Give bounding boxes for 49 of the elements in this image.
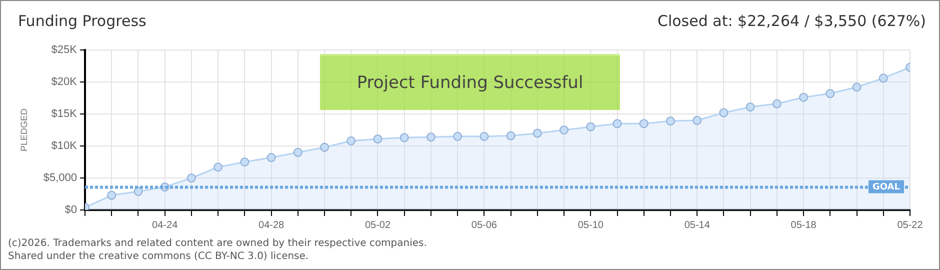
x-tick-label: 05-22 (897, 220, 924, 231)
point (852, 82, 862, 92)
point (480, 132, 489, 141)
y-tick-label: $15K (51, 108, 78, 120)
point (586, 122, 596, 132)
y-tick-label: $25K (51, 44, 78, 56)
point (826, 89, 835, 98)
point (692, 116, 702, 125)
point (453, 132, 462, 141)
point (746, 102, 755, 112)
y-tick-label: $0 (64, 204, 77, 216)
point (799, 92, 808, 102)
text: Closed at: $22,264 / $3,550 (627%) (657, 12, 926, 30)
ref-line-label: GOAL (872, 182, 900, 193)
y-tick-label: $20K (51, 76, 78, 88)
x-tick-label: 05-14 (684, 220, 710, 231)
x-tick-label: 04-24 (152, 220, 178, 231)
point (373, 134, 382, 144)
point (772, 99, 782, 108)
point (426, 132, 436, 142)
point (560, 126, 569, 134)
point (878, 74, 888, 83)
x-tick-label: 04-28 (258, 220, 285, 231)
text: (c)2026. Trademarks and related content are owned by their respective companies. (8, 238, 427, 249)
point (612, 119, 622, 128)
point (506, 131, 516, 140)
point (719, 108, 728, 118)
text: Shared under the creative commons (CC BY-NC 3.0) license. (8, 251, 309, 262)
y-tick-label: $5,000 (43, 172, 77, 184)
point (666, 116, 675, 126)
x-tick-label: 05-18 (790, 220, 817, 231)
point (266, 153, 276, 162)
point (346, 136, 356, 146)
point (214, 162, 223, 172)
y-tick-label: $10K (51, 140, 78, 152)
point (186, 174, 196, 182)
point (639, 119, 648, 128)
chart-title: Funding Progress (18, 12, 146, 30)
point (400, 133, 409, 142)
x-tick-label: 05-02 (364, 220, 391, 231)
point (240, 158, 250, 166)
point (320, 142, 330, 152)
banner: Project Funding Successful (320, 54, 620, 110)
point (293, 148, 302, 157)
y-axis-title: PLEDGED (18, 108, 29, 152)
x-tick-label: 05-06 (471, 220, 498, 231)
point (532, 128, 542, 138)
point (107, 190, 116, 200)
x-tick-label: 05-10 (578, 220, 604, 231)
